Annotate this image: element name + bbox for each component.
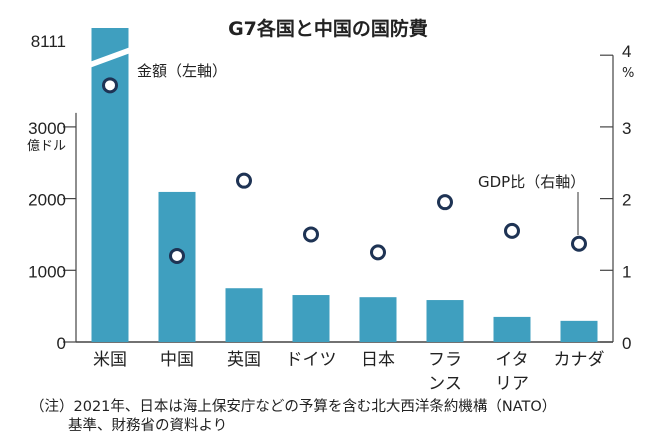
gdp-ratio-dot xyxy=(571,235,587,252)
right-axis-tick-label: 0 xyxy=(622,334,631,353)
right-axis-tick-label: 4 xyxy=(622,42,631,61)
bar xyxy=(225,288,263,342)
right-axis-tick-label: 3 xyxy=(622,119,631,138)
right-axis-tick-label: 1 xyxy=(622,262,631,281)
bar xyxy=(91,28,129,342)
chart-title: G7各国と中国の国防費 xyxy=(228,17,428,40)
category-label: フラ xyxy=(428,350,462,370)
bar xyxy=(158,191,196,342)
category-label: 米国 xyxy=(93,350,127,370)
left-axis-tick-label: 3000 xyxy=(28,119,66,138)
category-label: ンス xyxy=(428,374,462,394)
right-axis: 0 1 2 3 4% xyxy=(600,42,634,353)
gdp-ratio-dot xyxy=(169,247,185,264)
right-axis-unit-label: % xyxy=(622,66,634,81)
category-label: ドイツ xyxy=(286,350,337,370)
category-label: リア xyxy=(495,374,529,394)
gdp-ratio-dot xyxy=(370,244,386,261)
bar xyxy=(359,297,397,342)
left-axis-break-label: 8111 xyxy=(31,32,66,51)
footnote-line-2: 基準、財務省の資料より xyxy=(68,418,228,434)
footnote: （注）2021年、日本は海上保安庁などの予算を含む北大西洋条約機構（NATO） … xyxy=(30,398,658,436)
right-axis-tick-label: 2 xyxy=(622,191,631,210)
bar xyxy=(493,316,531,342)
category-label: 中国 xyxy=(160,350,194,370)
left-axis-tick-label: 2000 xyxy=(28,191,66,210)
bar xyxy=(292,295,330,342)
category-label: イタ xyxy=(495,350,528,370)
category-label: 英国 xyxy=(227,350,261,370)
dot-series-annotation: GDP比（右軸） xyxy=(478,173,585,191)
axis-break-mark xyxy=(89,47,131,68)
gdp-ratio-dot xyxy=(504,222,520,239)
bar xyxy=(426,300,464,342)
footnote-line-1: （注）2021年、日本は海上保安庁などの予算を含む北大西洋条約機構（NATO） xyxy=(30,399,557,415)
gdp-ratio-dot xyxy=(102,77,118,94)
category-label: カナダ xyxy=(554,350,605,370)
bar xyxy=(560,320,598,342)
gdp-dot-series xyxy=(102,77,587,264)
gdp-ratio-dot xyxy=(437,194,453,211)
left-axis-unit-label: 億ドル xyxy=(27,138,66,154)
bar-series-annotation: 金額（左軸） xyxy=(137,62,227,80)
category-label: 日本 xyxy=(361,350,395,370)
left-axis-tick-label: 0 xyxy=(57,334,66,353)
gdp-ratio-dot xyxy=(303,226,319,243)
gdp-ratio-dot xyxy=(236,172,252,189)
left-axis-tick-label: 1000 xyxy=(28,262,66,281)
